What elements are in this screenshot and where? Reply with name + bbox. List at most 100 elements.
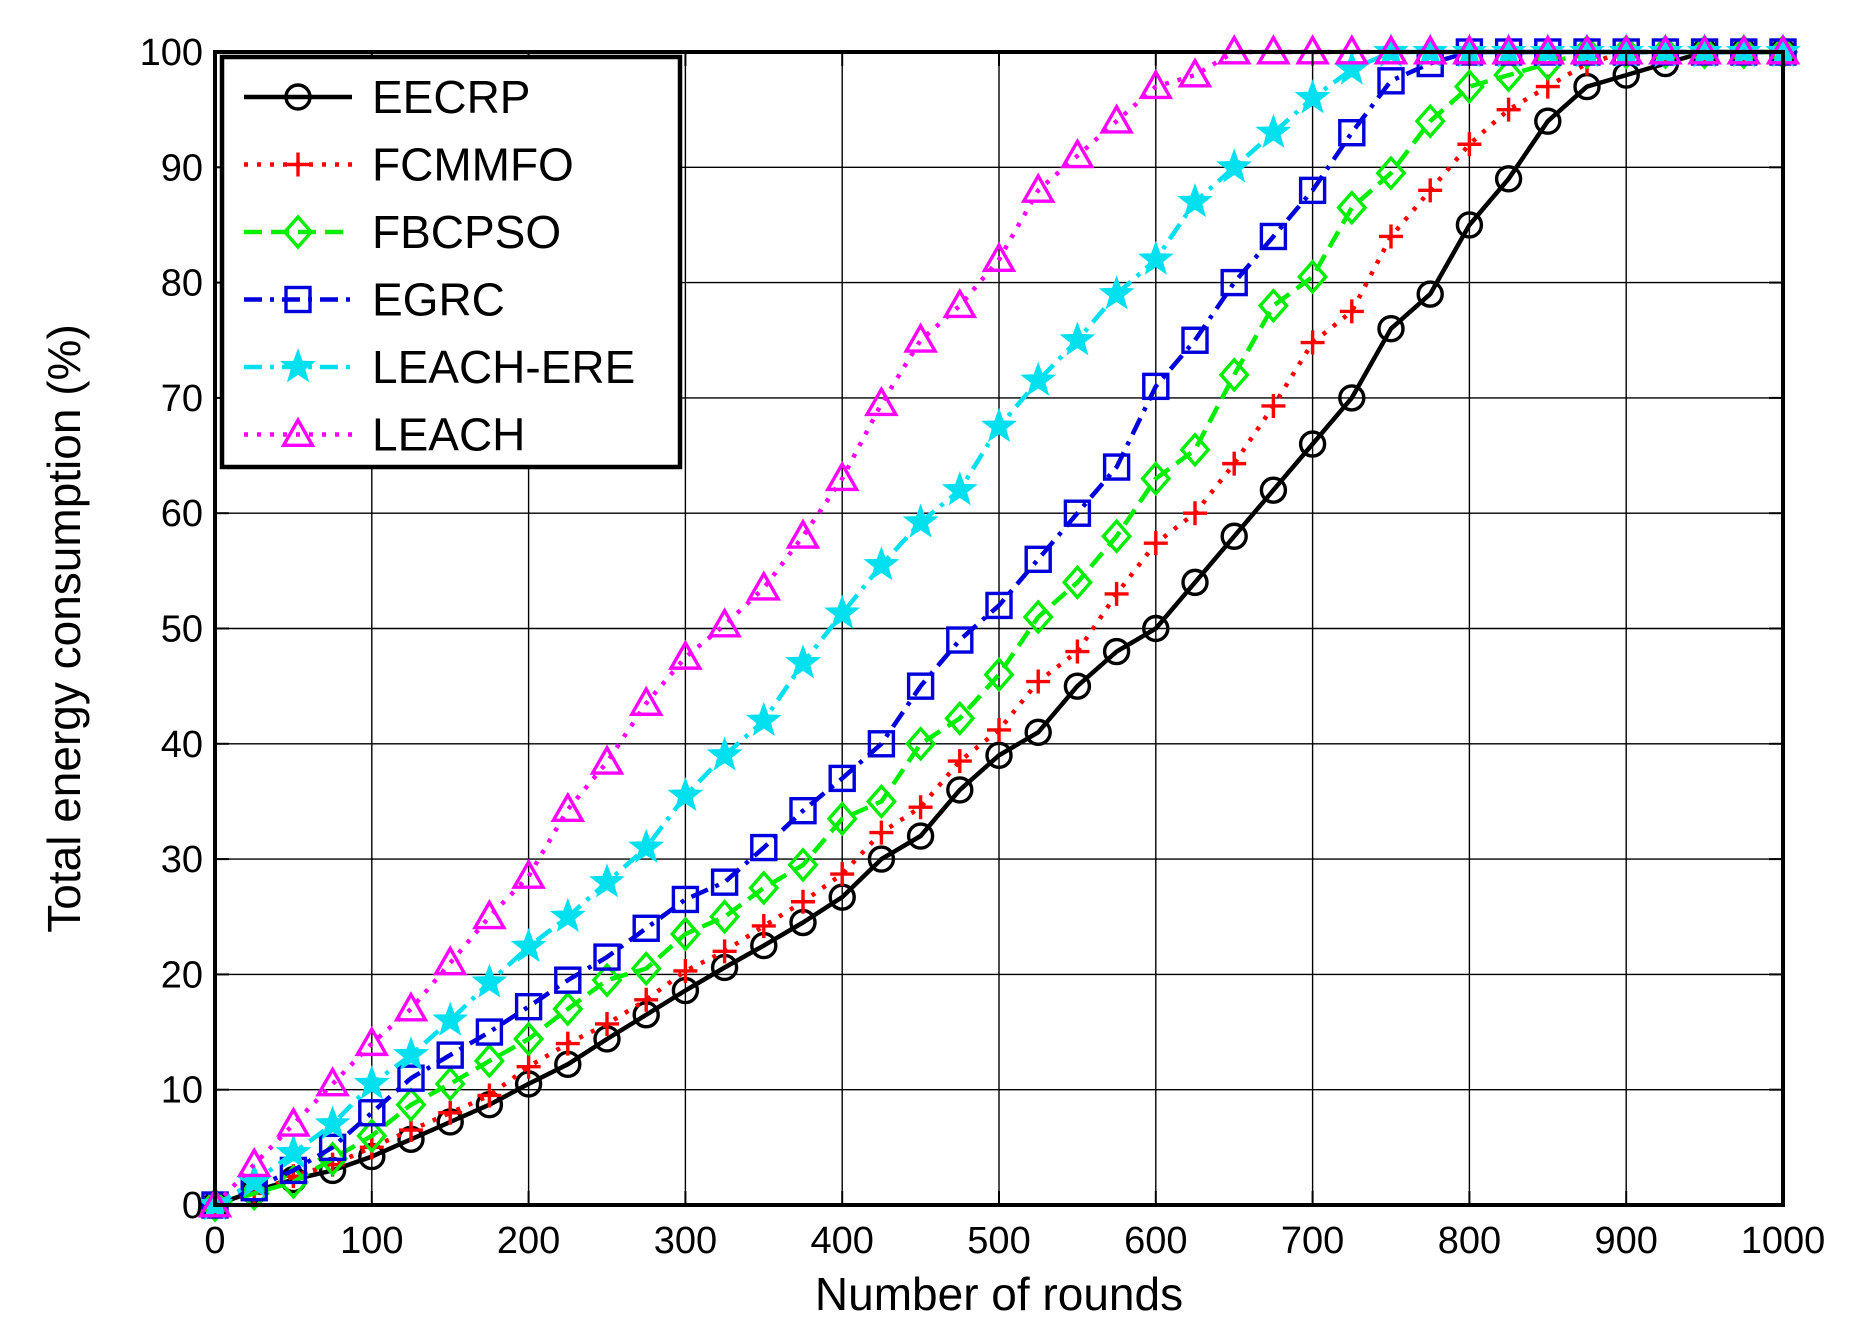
data-point-diamond [395,1087,427,1123]
legend: EECRP FCMMFO FBCPSO EGRC LEACH-ERE LEACH [219,54,683,470]
data-point-diamond [552,991,584,1027]
data-point-plus [1379,224,1403,249]
data-point-square [671,885,700,914]
data-point-triangle [981,241,1017,273]
data-point-triangle [785,518,821,549]
data-point-circle [1338,384,1366,412]
axis-ticks: 0 100 200 300 400 500 600 700 800 900 1000 0 10 20 30 4… [140,32,1826,1262]
y-tick-label: 20 [161,954,203,996]
data-point-triangle [280,416,316,447]
data-point-square [1298,176,1327,205]
legend-label-leach-ere: LEACH-ERE [372,341,635,393]
data-point-circle [1298,430,1327,458]
data-point-plus [1222,451,1247,476]
data-point-square [632,914,660,942]
data-point-triangle [942,287,978,319]
data-point-circle [1416,280,1444,308]
data-point-diamond [277,1164,309,1200]
data-point-star [1216,148,1253,183]
series-line-eecrp [214,49,1783,1208]
data-point-plus [1457,132,1482,157]
x-tick-label: 700 [1281,1220,1344,1262]
legend-label-fcmmfo: FCMMFO [372,139,574,191]
data-point-plus [791,889,815,914]
y-tick-label: 0 [182,1185,203,1227]
data-point-square [554,966,582,994]
data-point-diamond [1532,45,1564,82]
data-point-diamond [1140,461,1172,497]
data-point-star [981,407,1017,442]
data-point-square [828,764,856,793]
data-point-plus [477,1083,502,1108]
data-point-square [284,285,312,314]
data-point-circle [284,83,312,111]
data-point-diamond [1414,103,1446,139]
data-point-triangle [1177,57,1213,88]
series-line-fbcpso [214,49,1783,1208]
data-point-star [1294,79,1331,114]
data-point-diamond [748,870,780,906]
data-point-diamond [1101,518,1133,554]
data-point-triangle [589,744,625,775]
data-point-circle [1181,568,1209,597]
data-point-square [1377,67,1405,95]
legend-label-eecrp: EECRP [372,71,530,123]
data-point-circle [1259,476,1288,504]
data-point-diamond [513,1021,545,1057]
x-tick-label: 900 [1594,1220,1657,1262]
data-point-square [946,626,974,654]
data-point-diamond [1061,564,1093,600]
data-point-plus [869,820,894,845]
data-point-square [985,591,1013,620]
data-point-diamond [434,1066,466,1102]
data-point-plus [673,958,698,983]
data-point-plus [908,795,933,820]
data-point-triangle [1099,103,1134,134]
data-point-triangle [315,1066,350,1097]
x-tick-label: 1000 [1741,1220,1826,1262]
data-point-diamond [1493,57,1525,93]
data-point-circle [1494,165,1523,193]
data-point-triangle [1020,172,1056,203]
data-point-plus [286,152,310,177]
data-point-triangle [746,570,782,601]
data-point-plus [516,1054,541,1079]
data-point-circle [1534,107,1562,135]
data-point-plus [1026,669,1051,694]
data-point-triangle [354,1025,390,1057]
data-point-square [906,672,935,700]
data-point-triangle [511,858,546,889]
data-point-triangle [903,322,938,353]
data-point-circle [1377,315,1405,343]
data-point-star [824,594,861,629]
data-point-plus [1261,393,1286,418]
data-point-diamond [983,657,1015,693]
y-tick-label: 70 [161,378,203,420]
data-point-triangle [628,685,664,716]
y-tick-label: 10 [161,1070,203,1112]
data-point-plus [634,987,659,1012]
data-point-square [1338,119,1366,147]
grid-lines [215,52,1783,1205]
data-point-square [1024,545,1052,574]
legend-box [219,54,683,470]
x-tick-label: 400 [810,1220,873,1262]
data-point-triangle [707,607,742,638]
data-point-circle [985,741,1013,770]
data-point-star [510,927,547,962]
data-point-star [628,828,665,863]
data-point-diamond [669,916,701,952]
data-point-circle [1063,672,1092,700]
data-point-star [432,1001,469,1036]
x-tick-label: 300 [654,1220,717,1262]
data-point-triangle [824,460,860,492]
data-point-star [902,503,939,538]
data-point-triangle [432,945,468,976]
legend-label-fbcpso: FBCPSO [372,206,561,258]
data-point-diamond [826,801,858,837]
data-point-diamond [356,1118,388,1154]
data-point-diamond [630,951,662,987]
data-point-star [471,963,508,998]
data-point-plus [947,749,972,774]
